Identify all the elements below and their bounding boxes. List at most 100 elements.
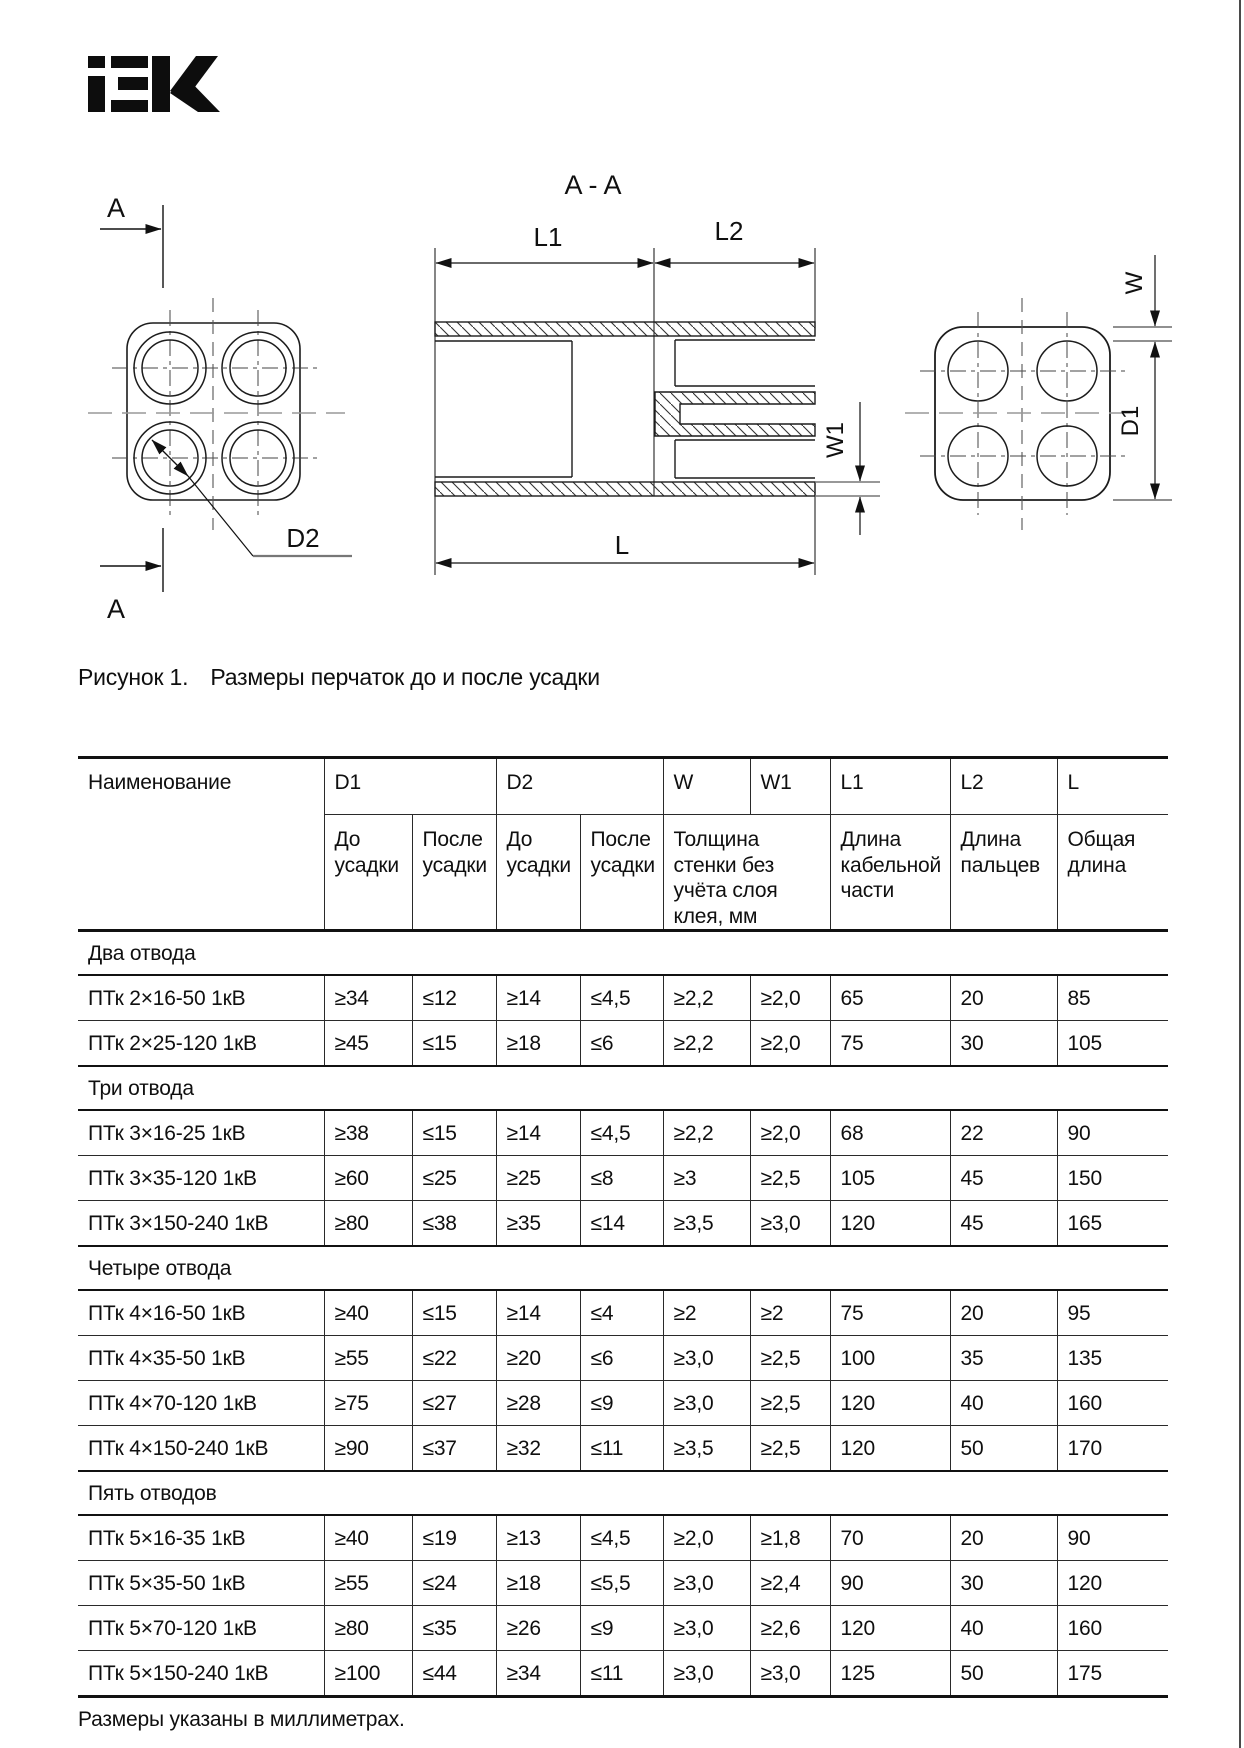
value-cell: ≥2,2 (662, 1109, 751, 1156)
value-cell: 160 (1056, 1605, 1169, 1651)
value-cell: 75 (829, 1289, 951, 1336)
value-cell: ≥18 (495, 1560, 581, 1606)
value-cell: 68 (829, 1109, 951, 1156)
label-w: W (1121, 271, 1148, 294)
value-cell: ≤5,5 (579, 1560, 664, 1606)
value-cell: ≤37 (411, 1425, 497, 1472)
product-name-cell: ПТк 2×25-120 1кВ (78, 1020, 324, 1067)
value-cell: ≤14 (579, 1200, 664, 1247)
label-section-view: A - A (564, 170, 621, 200)
dimensions-table-block: Наименование D1 D2 W W1 L1 L2 L До усадк… (78, 756, 1169, 1732)
value-cell: ≥3,0 (662, 1380, 751, 1426)
value-cell: ≥20 (495, 1335, 581, 1381)
value-cell: 20 (949, 1514, 1058, 1561)
value-cell: ≤24 (411, 1560, 497, 1606)
value-cell: ≥28 (495, 1380, 581, 1426)
value-cell: ≥1,8 (749, 1514, 831, 1561)
value-cell: ≤27 (411, 1380, 497, 1426)
header-row-2: До усадки После усадки До усадки После у… (78, 814, 1169, 931)
value-cell: ≥3,0 (662, 1605, 751, 1651)
value-cell: ≥75 (323, 1380, 412, 1426)
left-view: A D2 A (88, 193, 352, 620)
value-cell: ≤11 (579, 1425, 664, 1472)
value-cell: ≤15 (411, 1289, 497, 1336)
value-cell: ≤22 (411, 1335, 497, 1381)
dimensions-table: Наименование D1 D2 W W1 L1 L2 L До усадк… (78, 756, 1169, 1699)
product-name-cell: ПТк 3×35-120 1кВ (78, 1155, 324, 1201)
label-l1: L1 (534, 222, 563, 252)
value-cell: 45 (949, 1155, 1058, 1201)
value-cell: ≥3,0 (749, 1200, 831, 1247)
product-name-cell: ПТк 4×16-50 1кВ (78, 1289, 324, 1336)
value-cell: 65 (829, 974, 951, 1021)
value-cell: ≥3,5 (662, 1425, 751, 1472)
value-cell: 75 (829, 1020, 951, 1067)
col-name: Наименование (78, 757, 324, 932)
product-name-cell: ПТк 5×35-50 1кВ (78, 1560, 324, 1606)
value-cell: ≥90 (323, 1425, 412, 1472)
value-cell: ≥2,5 (749, 1155, 831, 1201)
table-row: ПТк 5×35-50 1кВ ≥55 ≤24 ≥18 ≤5,5 ≥3,0 ≥2,4 90 30… (78, 1560, 1169, 1606)
value-cell: ≥25 (495, 1155, 581, 1201)
value-cell: 30 (949, 1020, 1058, 1067)
group-row: Три отвода (78, 1065, 1169, 1112)
table-row: ПТк 3×16-25 1кВ ≥38 ≤15 ≥14 ≤4,5 ≥2,2 ≥2,0 68 22… (78, 1109, 1169, 1156)
value-cell: ≥3,0 (749, 1650, 831, 1697)
value-cell: ≥32 (495, 1425, 581, 1472)
value-cell: ≤4 (579, 1289, 664, 1336)
label-l2: L2 (715, 216, 744, 246)
value-cell: ≥40 (323, 1289, 412, 1336)
table-row: ПТк 5×150-240 1кВ ≥100 ≤44 ≥34 ≤11 ≥3,0 ≥3,0 12… (78, 1650, 1169, 1697)
group-label: Два отвода (78, 929, 1169, 977)
col-l2: L2 (949, 757, 1058, 815)
table-row: ПТк 2×25-120 1кВ ≥45 ≤15 ≥18 ≤6 ≥2,2 ≥2,0 75 30 1… (78, 1020, 1169, 1067)
value-cell: ≥80 (323, 1605, 412, 1651)
figure-caption-number: Рисунок 1. (78, 664, 189, 690)
product-name-cell: ПТк 5×150-240 1кВ (78, 1650, 324, 1697)
label-w1: W1 (822, 422, 849, 458)
value-cell: ≥38 (323, 1109, 412, 1156)
value-cell: 30 (949, 1560, 1058, 1606)
value-cell: 165 (1056, 1200, 1169, 1247)
label-l: L (615, 530, 629, 560)
value-cell: ≥2,6 (749, 1605, 831, 1651)
product-name-cell: ПТк 5×70-120 1кВ (78, 1605, 324, 1651)
value-cell: ≥14 (495, 1109, 581, 1156)
col-d2-before: До усадки (495, 814, 581, 931)
value-cell: 45 (949, 1200, 1058, 1247)
value-cell: ≤6 (579, 1335, 664, 1381)
value-cell: ≤4,5 (579, 974, 664, 1021)
value-cell: ≤44 (411, 1650, 497, 1697)
iek-logo-glyphs (88, 56, 220, 112)
value-cell: ≤6 (579, 1020, 664, 1067)
col-l1: L1 (829, 757, 951, 815)
value-cell: ≤25 (411, 1155, 497, 1201)
col-l1-sub: Длина кабельной части (829, 814, 951, 931)
table-row: ПТк 5×16-35 1кВ ≥40 ≤19 ≥13 ≤4,5 ≥2,0 ≥1,8 70 20… (78, 1514, 1169, 1561)
table-row: ПТк 5×70-120 1кВ ≥80 ≤35 ≥26 ≤9 ≥3,0 ≥2,6 120 40… (78, 1605, 1169, 1651)
col-l-sub: Общая длина (1056, 814, 1169, 931)
value-cell: ≥2 (749, 1289, 831, 1336)
col-l2-sub: Длина пальцев (949, 814, 1058, 931)
col-l: L (1056, 757, 1169, 815)
product-name-cell: ПТк 5×16-35 1кВ (78, 1514, 324, 1561)
col-w1: W1 (749, 757, 831, 815)
group-label: Четыре отвода (78, 1245, 1169, 1292)
product-name-cell: ПТк 4×150-240 1кВ (78, 1425, 324, 1472)
value-cell: 105 (1056, 1020, 1169, 1067)
value-cell: ≥55 (323, 1335, 412, 1381)
value-cell: ≤35 (411, 1605, 497, 1651)
iek-logo (88, 56, 220, 112)
right-view: W D1 (905, 255, 1172, 530)
value-cell: 95 (1056, 1289, 1169, 1336)
product-name-cell: ПТк 3×150-240 1кВ (78, 1200, 324, 1247)
table-body: Два отвода ПТк 2×16-50 1кВ ≥34 ≤12 ≥14 ≤4,5 ≥2… (78, 929, 1169, 1697)
value-cell: ≤9 (579, 1380, 664, 1426)
value-cell: 90 (829, 1560, 951, 1606)
value-cell: ≥35 (495, 1200, 581, 1247)
value-cell: ≥3,5 (662, 1200, 751, 1247)
value-cell: 175 (1056, 1650, 1169, 1697)
value-cell: 120 (829, 1425, 951, 1472)
value-cell: ≥2,5 (749, 1425, 831, 1472)
col-d1-before: До усадки (323, 814, 412, 931)
